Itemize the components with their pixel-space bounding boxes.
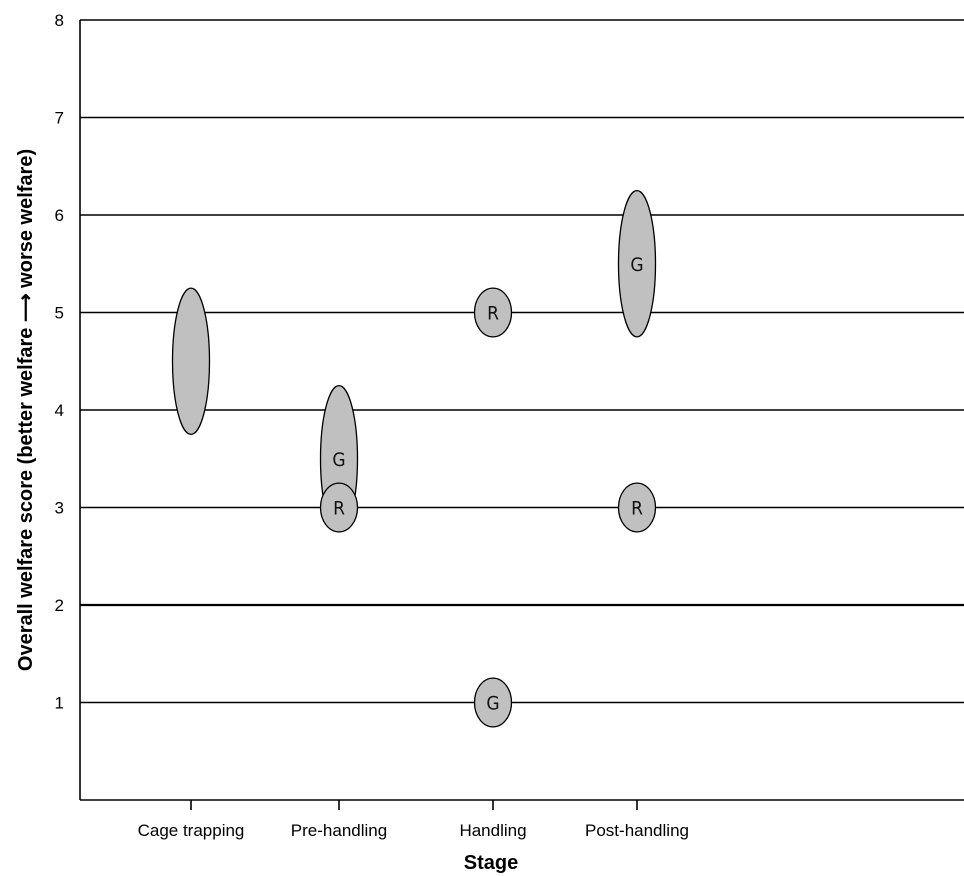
x-tick-label: Post-handling: [585, 821, 689, 840]
data-point-marker: [617, 482, 657, 533]
x-tick-label: Pre-handling: [291, 821, 387, 840]
x-axis-title: Stage: [464, 852, 518, 874]
x-tick-label: Cage trapping: [138, 821, 245, 840]
data-point-label: R: [333, 498, 345, 520]
y-tick-label: 5: [55, 304, 64, 323]
data-points: G R R G G R: [171, 189, 657, 728]
y-tick-label: 7: [55, 109, 64, 128]
x-tick-labels: Cage trapping Pre-handling Handling Post-ha…: [138, 821, 689, 840]
data-point-marker: [473, 287, 513, 338]
data-point-label: G: [486, 693, 499, 715]
data-point-label: R: [487, 303, 499, 325]
y-tick-label: 6: [55, 206, 64, 225]
y-tick-labels: 1 2 3 4 5 6 7 8: [55, 11, 64, 713]
y-axis-title: Overall welfare score (better welfare ⟶ …: [15, 149, 37, 671]
data-point-marker: [473, 677, 513, 728]
gridlines: [80, 19, 964, 704]
data-point-label: R: [631, 498, 643, 520]
data-point-marker: [319, 482, 359, 533]
data-point-label: G: [332, 449, 345, 471]
y-tick-label: 8: [55, 11, 64, 30]
y-tick-label: 2: [55, 596, 64, 615]
y-tick-label: 1: [55, 694, 64, 713]
y-tick-label: 3: [55, 499, 64, 518]
x-tick-label: Handling: [459, 821, 526, 840]
data-point-marker: [171, 287, 211, 436]
axes: [79, 20, 964, 810]
y-tick-label: 4: [55, 401, 64, 420]
data-point-label: G: [630, 254, 643, 276]
data-point-marker: [617, 189, 657, 338]
